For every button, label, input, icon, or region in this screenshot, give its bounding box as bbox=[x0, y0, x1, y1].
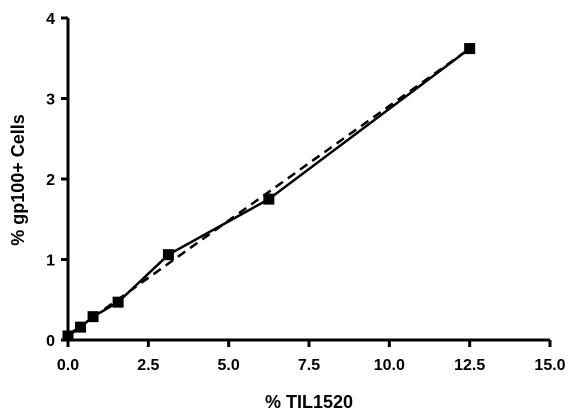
y-tick-label: 0 bbox=[46, 333, 55, 350]
y-ticks: 0 1 2 3 4 bbox=[46, 11, 68, 350]
x-tick-label: 5.0 bbox=[218, 357, 240, 374]
y-tick-label: 3 bbox=[46, 92, 55, 109]
data-point bbox=[62, 330, 74, 342]
x-tick-label: 12.5 bbox=[454, 357, 485, 374]
y-axis: 0 1 2 3 4 % gp100+ Cells bbox=[8, 11, 70, 350]
y-tick-label: 1 bbox=[46, 253, 55, 270]
data-point bbox=[87, 311, 99, 323]
x-tick-label: 7.5 bbox=[298, 357, 320, 374]
x-tick-label: 10.0 bbox=[374, 357, 405, 374]
plot-area bbox=[62, 43, 476, 342]
x-tick-label: 0.0 bbox=[57, 357, 79, 374]
data-point bbox=[263, 193, 275, 205]
x-axis: 0.0 2.5 5.0 7.5 10.0 12.5 15.0 % TIL1520 bbox=[57, 338, 566, 412]
data-point bbox=[112, 296, 124, 308]
y-axis-title: % gp100+ Cells bbox=[8, 114, 28, 246]
x-tick-label: 15.0 bbox=[534, 357, 565, 374]
x-ticks: 0.0 2.5 5.0 7.5 10.0 12.5 15.0 bbox=[57, 340, 566, 374]
y-tick-label: 2 bbox=[46, 172, 55, 189]
data-point bbox=[464, 43, 476, 55]
data-point bbox=[75, 321, 87, 333]
x-tick-label: 2.5 bbox=[137, 357, 159, 374]
x-axis-title: % TIL1520 bbox=[265, 392, 353, 412]
y-tick-label: 4 bbox=[46, 11, 55, 28]
data-point bbox=[162, 249, 174, 261]
